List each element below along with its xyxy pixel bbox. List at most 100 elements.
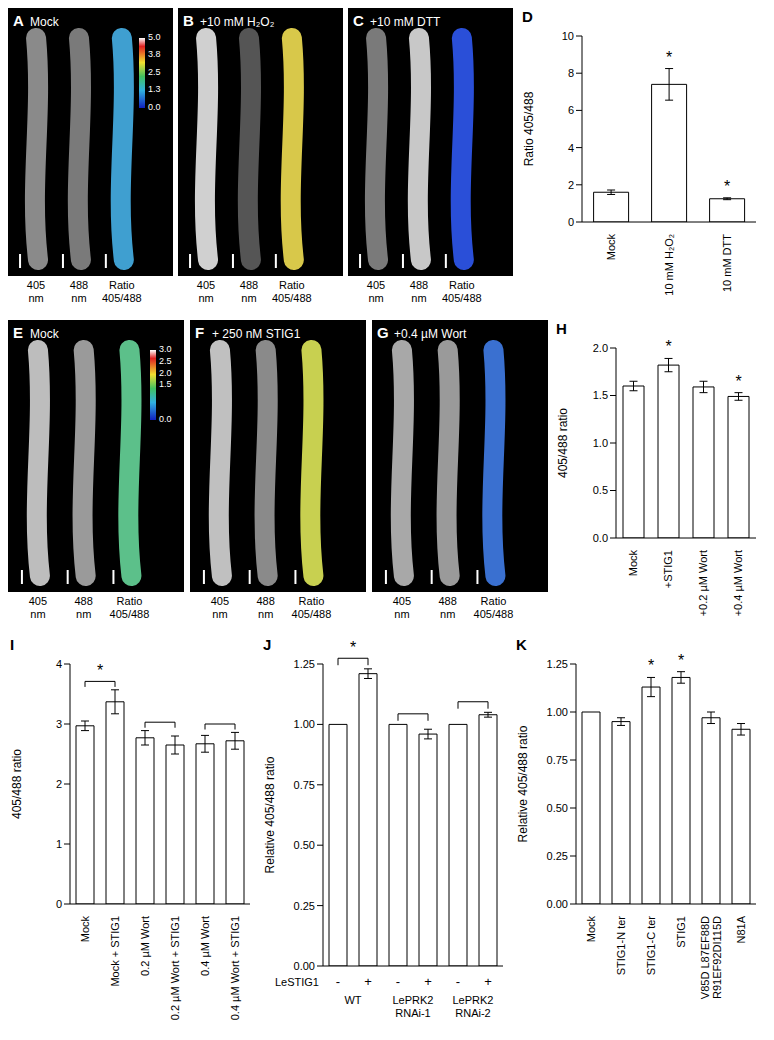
svg-text:4: 4 (568, 142, 574, 154)
svg-text:488nm: 488nm (257, 595, 275, 620)
svg-text:405nm: 405nm (393, 595, 411, 620)
svg-text:E: E (13, 324, 23, 341)
svg-text:1.5: 1.5 (593, 389, 608, 401)
svg-text:LePRK2RNAi-2: LePRK2RNAi-2 (453, 994, 494, 1019)
svg-text:Mock: Mock (605, 234, 617, 261)
svg-text:*: * (666, 49, 672, 66)
svg-text:G: G (377, 324, 389, 341)
svg-text:N81A: N81A (735, 915, 747, 943)
svg-text:+10 mM DTT: +10 mM DTT (370, 15, 441, 29)
svg-text:Ratio405/488: Ratio405/488 (442, 279, 482, 304)
svg-text:0.2 µM Wort: 0.2 µM Wort (139, 916, 151, 976)
svg-text:*: * (648, 657, 654, 674)
svg-text:V85D L87EF88DR91EF92DI115D: V85D L87EF88DR91EF92DI115D (699, 916, 723, 999)
svg-text:2.5: 2.5 (148, 67, 161, 77)
svg-text:0.75: 0.75 (547, 754, 568, 766)
svg-text:405nm: 405nm (27, 279, 45, 304)
svg-text:2.0: 2.0 (159, 368, 172, 378)
svg-text:+ 250 nM STIG1: + 250 nM STIG1 (212, 327, 301, 341)
svg-text:10 mM DTT: 10 mM DTT (721, 234, 733, 292)
svg-text:*: * (350, 639, 356, 656)
svg-text:-: - (336, 974, 340, 989)
svg-text:0.25: 0.25 (294, 900, 315, 912)
svg-text:0.2 µM Wort + STIG1: 0.2 µM Wort + STIG1 (169, 916, 181, 1020)
svg-text:WT: WT (344, 994, 361, 1006)
svg-text:+STIG1: +STIG1 (662, 550, 674, 588)
svg-text:LePRK2RNAi-1: LePRK2RNAi-1 (393, 994, 434, 1019)
svg-text:A: A (13, 12, 24, 29)
svg-text:+: + (484, 974, 492, 989)
svg-text:Mock + STIG1: Mock + STIG1 (109, 916, 121, 987)
svg-text:Ratio 405/488: Ratio 405/488 (522, 91, 536, 166)
svg-text:+0.4 µM Wort: +0.4 µM Wort (394, 327, 467, 341)
svg-text:488nm: 488nm (75, 595, 93, 620)
svg-text:405/488 ratio: 405/488 ratio (556, 408, 570, 478)
svg-text:Mock: Mock (30, 15, 60, 29)
svg-text:3.0: 3.0 (159, 344, 172, 354)
svg-text:488nm: 488nm (240, 279, 258, 304)
svg-text:405nm: 405nm (367, 279, 385, 304)
svg-text:*: * (678, 652, 684, 669)
svg-text:0.5: 0.5 (593, 484, 608, 496)
svg-text:8: 8 (568, 67, 574, 79)
svg-text:0.0: 0.0 (148, 102, 161, 112)
svg-text:0: 0 (56, 898, 62, 910)
svg-text:Ratio405/488: Ratio405/488 (292, 595, 332, 620)
svg-text:2: 2 (568, 179, 574, 191)
svg-text:Ratio405/488: Ratio405/488 (272, 279, 312, 304)
svg-text:10: 10 (562, 30, 574, 42)
svg-text:1.0: 1.0 (593, 437, 608, 449)
svg-text:0.0: 0.0 (593, 532, 608, 544)
svg-text:0.0: 0.0 (159, 414, 172, 424)
svg-text:LeSTIG1: LeSTIG1 (275, 976, 319, 988)
svg-text:1: 1 (56, 838, 62, 850)
svg-text:488nm: 488nm (410, 279, 428, 304)
svg-text:0.50: 0.50 (547, 802, 568, 814)
svg-text:0.25: 0.25 (547, 850, 568, 862)
svg-text:+0.4 µM Wort: +0.4 µM Wort (732, 550, 744, 616)
svg-text:405nm: 405nm (29, 595, 47, 620)
svg-text:C: C (353, 12, 364, 29)
svg-text:+: + (424, 974, 432, 989)
svg-text:5.0: 5.0 (148, 32, 161, 42)
svg-text:1.25: 1.25 (294, 658, 315, 670)
svg-text:STIG1-C ter: STIG1-C ter (645, 916, 657, 976)
svg-text:0.00: 0.00 (294, 960, 315, 972)
svg-text:1.3: 1.3 (148, 84, 161, 94)
svg-text:0.4 µM Wort + STIG1: 0.4 µM Wort + STIG1 (229, 916, 241, 1020)
svg-text:Mock: Mock (79, 916, 91, 943)
svg-text:3: 3 (56, 718, 62, 730)
svg-text:0.4 µM Wort: 0.4 µM Wort (199, 916, 211, 976)
svg-text:STIG1: STIG1 (675, 916, 687, 948)
svg-text:0.00: 0.00 (547, 898, 568, 910)
svg-text:Ratio405/488: Ratio405/488 (110, 595, 150, 620)
svg-text:-: - (456, 974, 460, 989)
svg-text:-: - (396, 974, 400, 989)
svg-text:*: * (724, 178, 730, 195)
svg-text:Ratio405/488: Ratio405/488 (102, 279, 142, 304)
svg-text:F: F (195, 324, 204, 341)
svg-text:0.50: 0.50 (294, 839, 315, 851)
svg-text:405/488 ratio: 405/488 ratio (10, 749, 24, 819)
svg-text:+10 mM H₂O₂: +10 mM H₂O₂ (200, 15, 275, 29)
svg-text:2.5: 2.5 (159, 356, 172, 366)
svg-text:0.75: 0.75 (294, 779, 315, 791)
svg-text:*: * (97, 662, 103, 679)
svg-text:1.5: 1.5 (159, 379, 172, 389)
svg-text:488nm: 488nm (439, 595, 457, 620)
svg-text:Relative 405/488 ratio: Relative 405/488 ratio (516, 725, 530, 842)
svg-text:2.0: 2.0 (593, 342, 608, 354)
svg-text:STIG1-N ter: STIG1-N ter (615, 916, 627, 976)
svg-text:405nm: 405nm (197, 279, 215, 304)
svg-text:2: 2 (56, 778, 62, 790)
svg-text:10 mM H₂O₂: 10 mM H₂O₂ (663, 234, 675, 296)
svg-text:1.00: 1.00 (547, 706, 568, 718)
svg-text:488nm: 488nm (70, 279, 88, 304)
svg-text:*: * (665, 338, 671, 355)
svg-text:0: 0 (568, 216, 574, 228)
svg-text:+0.2 µM Wort: +0.2 µM Wort (697, 550, 709, 616)
svg-text:4: 4 (56, 658, 62, 670)
svg-text:Mock: Mock (585, 916, 597, 943)
svg-text:+: + (364, 974, 372, 989)
svg-text:1.25: 1.25 (547, 658, 568, 670)
